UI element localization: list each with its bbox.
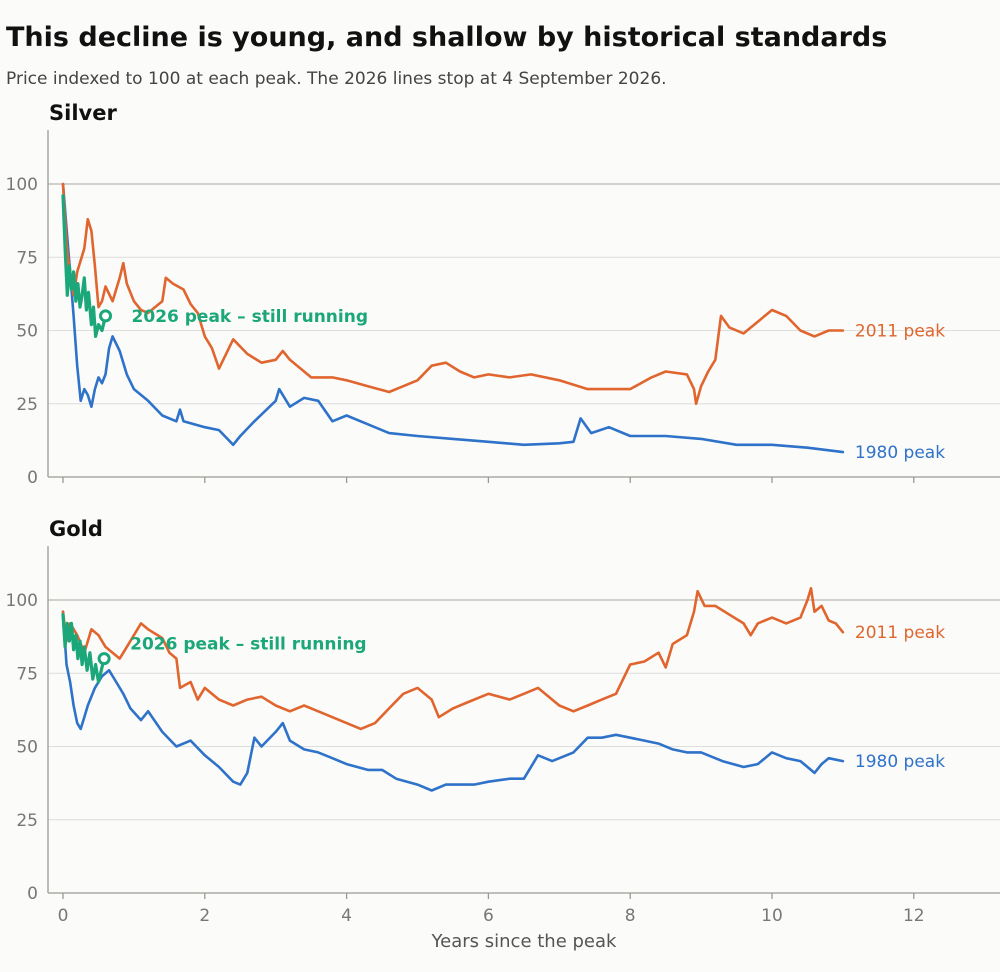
gold-panel: 0 25 50 75 100 0 2 4 6 8 10 12 1980 peak 2011 peak 202… (6, 546, 1000, 926)
x-tick-label: 2 (199, 906, 210, 926)
series-end-label: 1980 peak (855, 443, 945, 463)
series-line-2011 (61, 587, 845, 731)
series-end-marker (97, 652, 111, 666)
y-tick-label: 50 (16, 322, 38, 342)
x-tick-label: 0 (58, 906, 69, 926)
annotation-still-running: 2026 peak – still running (132, 307, 368, 327)
series-line-2011 (61, 182, 845, 406)
x-tick-label: 8 (625, 906, 636, 926)
series-line-1980 (61, 610, 845, 792)
silver-panel: 0 25 50 75 100 1980 peak 2011 peak 2026 peak – … (6, 130, 1000, 488)
y-tick-label: 75 (16, 664, 38, 684)
y-tick-label: 0 (27, 884, 38, 904)
silver-panel-title: Silver (49, 101, 117, 125)
series-end-label: 2011 peak (855, 623, 945, 643)
series-line-2026 (61, 613, 106, 684)
x-tick-label: 10 (761, 906, 783, 926)
x-tick-label: 6 (483, 906, 494, 926)
y-tick-label: 25 (16, 811, 38, 831)
x-axis-label: Years since the peak (431, 931, 617, 952)
gold-panel-title: Gold (49, 517, 103, 541)
y-tick-label: 25 (16, 395, 38, 415)
x-tick-label: 12 (903, 906, 925, 926)
y-tick-label: 100 (6, 591, 38, 611)
series-line-1980 (61, 182, 845, 454)
series-line-2026 (61, 194, 108, 338)
chart-title: This decline is young, and shallow by hi… (6, 22, 888, 53)
annotation-still-running: 2026 peak – still running (130, 635, 366, 655)
chart-subtitle: Price indexed to 100 at each peak. The 2… (6, 69, 667, 89)
y-tick-label: 75 (16, 248, 38, 268)
x-tick-label: 4 (341, 906, 352, 926)
y-tick-label: 50 (16, 738, 38, 758)
y-tick-label: 0 (27, 468, 38, 488)
series-end-label: 2011 peak (855, 322, 945, 342)
series-end-label: 1980 peak (855, 752, 945, 772)
series-end-marker (99, 309, 113, 323)
y-tick-label: 100 (6, 175, 38, 195)
